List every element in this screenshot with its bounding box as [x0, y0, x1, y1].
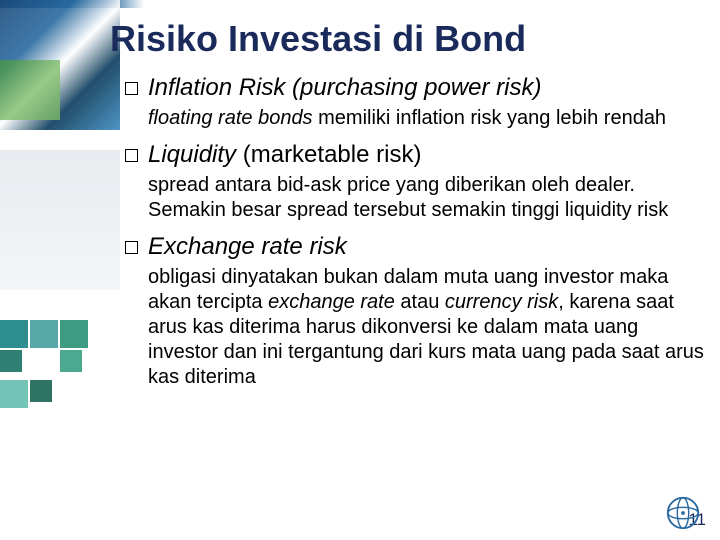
deco-square-grid: [0, 320, 120, 440]
bullet-heading-text: Inflation Risk (purchasing power risk): [148, 74, 541, 102]
bullet-heading-text: Liquidity (marketable risk): [148, 141, 421, 169]
deco-square: [0, 350, 22, 372]
bullet-list: Inflation Risk (purchasing power risk) fl…: [125, 74, 710, 390]
bullet-heading: Liquidity (marketable risk): [125, 141, 710, 169]
bullet-item: Inflation Risk (purchasing power risk) fl…: [125, 74, 710, 131]
deco-square: [30, 380, 52, 402]
deco-square: [60, 350, 82, 372]
deco-green-patch: [0, 60, 60, 120]
deco-square: [0, 320, 28, 348]
bullet-description: spread antara bid-ask price yang diberik…: [148, 173, 710, 223]
checkbox-bullet-icon: [125, 149, 138, 162]
slide-content: Risiko Investasi di Bond Inflation Risk …: [125, 18, 710, 530]
bullet-item: Exchange rate risk obligasi dinyatakan bu…: [125, 233, 710, 390]
deco-square: [60, 320, 88, 348]
bullet-description: obligasi dinyatakan bukan dalam muta uan…: [148, 265, 710, 390]
corner-logo-icon: [664, 494, 702, 532]
deco-mid-gradient: [0, 150, 120, 290]
deco-square: [30, 350, 58, 378]
deco-square: [30, 320, 58, 348]
bullet-heading-text: Exchange rate risk: [148, 233, 347, 261]
slide-title: Risiko Investasi di Bond: [110, 18, 710, 60]
left-decoration-panel: [0, 0, 120, 540]
checkbox-bullet-icon: [125, 241, 138, 254]
bullet-heading: Inflation Risk (purchasing power risk): [125, 74, 710, 102]
deco-square: [0, 380, 28, 408]
bullet-description: floating rate bonds memiliki inflation r…: [148, 106, 710, 131]
bullet-heading: Exchange rate risk: [125, 233, 710, 261]
bullet-item: Liquidity (marketable risk) spread antara…: [125, 141, 710, 223]
checkbox-bullet-icon: [125, 82, 138, 95]
